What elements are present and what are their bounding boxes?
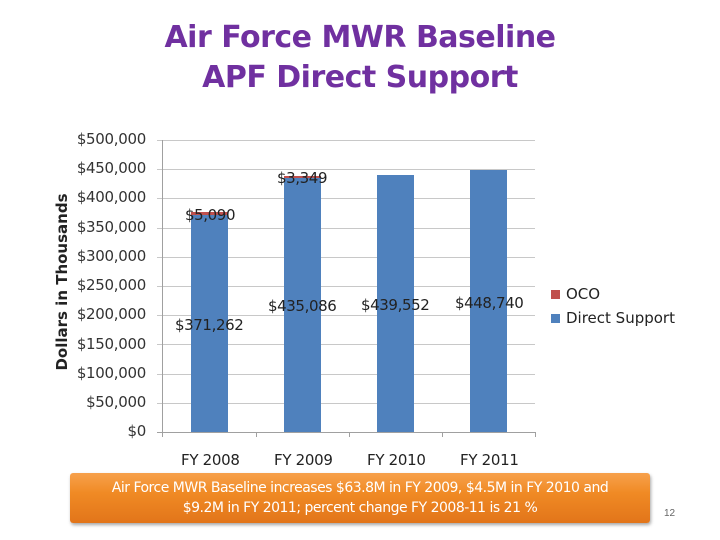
gridline: [157, 403, 535, 404]
x-category-label: FY 2011: [460, 451, 519, 469]
legend-swatch-direct-support-icon: [551, 313, 560, 323]
legend-item-oco: OCO: [551, 282, 675, 306]
y-tick: $150,000: [76, 335, 146, 353]
y-tick: $450,000: [76, 159, 146, 177]
gridline: [157, 374, 535, 375]
bar-direct-support-fy2009: [284, 178, 321, 432]
gridline: [157, 344, 535, 345]
y-axis-label: Dollars in Thousands: [53, 193, 71, 371]
y-axis: [162, 140, 163, 437]
page-number: 12: [664, 508, 676, 519]
legend-item-direct-support: Direct Support: [551, 306, 675, 330]
legend-label: Direct Support: [566, 309, 675, 327]
y-tick: $500,000: [76, 130, 146, 148]
y-tick: $50,000: [86, 393, 146, 411]
data-label-oco: $5,090: [185, 206, 236, 224]
gridline: [157, 140, 535, 141]
x-tick-mark: [535, 432, 536, 437]
gridline: [157, 286, 535, 287]
legend-swatch-oco-icon: [551, 289, 560, 299]
x-category-label: FY 2008: [181, 451, 240, 469]
summary-line-2: $9.2M in FY 2011; percent change FY 2008…: [182, 500, 538, 516]
x-category-label: FY 2009: [274, 451, 333, 469]
gridline: [157, 228, 535, 229]
title-line-2: APF Direct Support: [202, 60, 518, 95]
y-tick: $250,000: [76, 276, 146, 294]
x-tick-mark: [349, 432, 350, 437]
legend-label: OCO: [566, 285, 601, 303]
bar-direct-support-fy2011: [470, 170, 507, 432]
data-label-oco: $3,349: [277, 169, 328, 187]
slide-title: Air Force MWR Baseline APF Direct Suppor…: [0, 18, 720, 98]
x-category-label: FY 2010: [367, 451, 426, 469]
chart-legend: OCO Direct Support: [551, 282, 675, 330]
y-tick: $0: [127, 422, 147, 440]
bar-oco-fy2008: [191, 212, 228, 215]
data-label-direct-support: $371,262: [175, 316, 244, 334]
data-label-direct-support: $435,086: [268, 297, 337, 315]
gridline: [157, 257, 535, 258]
data-label-direct-support: $448,740: [455, 294, 524, 312]
y-tick: $400,000: [76, 188, 146, 206]
summary-banner: Air Force MWR Baseline increases $63.8M …: [70, 473, 650, 523]
y-tick: $350,000: [76, 218, 146, 236]
x-axis: [157, 432, 535, 433]
title-line-1: Air Force MWR Baseline: [164, 20, 556, 55]
bar-direct-support-fy2010: [377, 175, 414, 432]
x-tick-mark: [442, 432, 443, 437]
bar-direct-support-fy2008: [191, 215, 228, 432]
gridline: [157, 169, 535, 170]
gridline: [157, 198, 535, 199]
x-tick-mark: [256, 432, 257, 437]
y-tick: $200,000: [76, 305, 146, 323]
summary-line-1: Air Force MWR Baseline increases $63.8M …: [111, 480, 609, 496]
gridline: [157, 315, 535, 316]
y-tick: $100,000: [76, 364, 146, 382]
bar-oco-fy2009: [284, 176, 321, 178]
y-tick: $300,000: [76, 247, 146, 265]
data-label-direct-support: $439,552: [361, 296, 430, 314]
